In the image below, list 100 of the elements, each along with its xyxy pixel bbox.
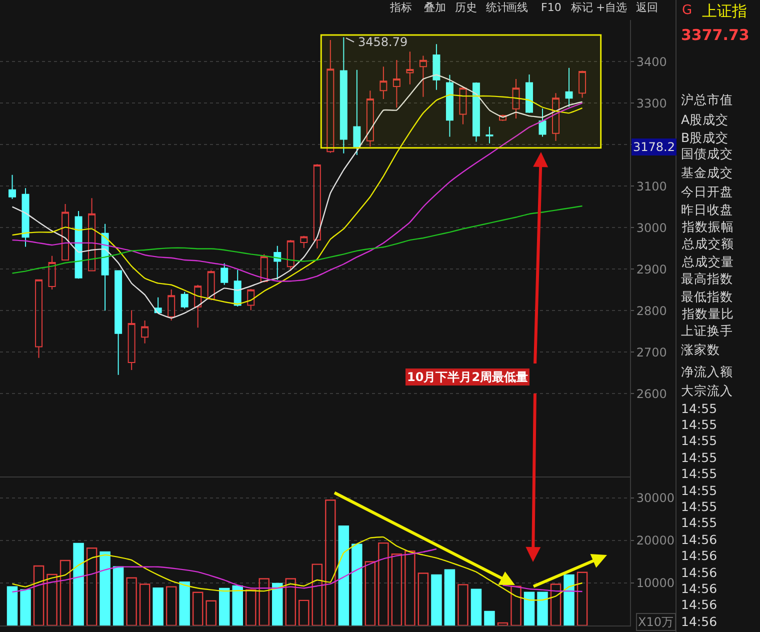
bar bbox=[285, 578, 296, 626]
text: 14:56 bbox=[681, 532, 718, 547]
bar bbox=[550, 584, 562, 626]
candlestick bbox=[168, 288, 176, 322]
text: 总成交量 bbox=[681, 254, 734, 269]
candlestick bbox=[366, 90, 374, 148]
candlestick bbox=[578, 70, 586, 98]
bar bbox=[537, 592, 548, 626]
bar bbox=[206, 600, 216, 626]
text: 净流入额 bbox=[681, 364, 733, 379]
bar bbox=[192, 592, 204, 626]
text: 沪总市值 bbox=[681, 92, 733, 107]
text: 国债成交 bbox=[681, 146, 733, 161]
candlestick bbox=[128, 310, 136, 370]
candlestick bbox=[48, 255, 56, 290]
candlestick bbox=[274, 245, 282, 280]
text: 指标 bbox=[389, 1, 412, 14]
candlestick bbox=[552, 92, 560, 142]
bar bbox=[564, 574, 574, 626]
bar bbox=[112, 566, 124, 626]
candlestick bbox=[74, 210, 82, 280]
bar bbox=[258, 578, 270, 626]
text: 画线 bbox=[506, 1, 528, 14]
bar bbox=[576, 572, 588, 626]
candlestick bbox=[326, 40, 334, 154]
text: 14:56 bbox=[681, 565, 718, 580]
candlestick bbox=[286, 240, 294, 272]
y-tick-label: 2700 bbox=[636, 345, 667, 360]
candlestick bbox=[194, 284, 202, 328]
bar bbox=[484, 610, 495, 626]
bar bbox=[431, 574, 442, 626]
text: 14:56 bbox=[681, 597, 718, 612]
bar bbox=[6, 586, 18, 626]
bar bbox=[325, 500, 336, 626]
text: 14:56 bbox=[681, 614, 718, 629]
bar bbox=[246, 589, 256, 626]
bar bbox=[179, 582, 190, 626]
candlestick bbox=[380, 66, 388, 100]
candlestick bbox=[392, 59, 400, 108]
text: 14:56 bbox=[681, 548, 718, 563]
text: A股成交 bbox=[681, 112, 729, 127]
bar bbox=[364, 561, 376, 626]
text: 14:55 bbox=[681, 515, 718, 530]
text: 14:55 bbox=[681, 483, 718, 498]
text: 3178.2 bbox=[633, 140, 675, 154]
bar bbox=[524, 592, 535, 626]
candlestick bbox=[486, 126, 494, 144]
candlestick bbox=[498, 114, 506, 122]
text: 指数振幅 bbox=[681, 219, 734, 234]
bar bbox=[378, 542, 389, 626]
candlestick bbox=[472, 82, 480, 142]
annotation: 10月下半月2周最低量 bbox=[407, 370, 528, 384]
candlestick bbox=[340, 36, 348, 154]
candlestick bbox=[180, 291, 188, 310]
candlestick bbox=[538, 108, 546, 138]
bar bbox=[232, 585, 243, 626]
bar bbox=[418, 572, 429, 626]
y-tick-label: 3400 bbox=[636, 54, 667, 69]
text: 上证指 bbox=[702, 2, 747, 20]
candlestick bbox=[22, 188, 30, 248]
bar bbox=[86, 548, 98, 626]
bar bbox=[497, 622, 508, 626]
candlestick bbox=[62, 203, 70, 260]
text: 3377.73 bbox=[681, 26, 750, 44]
bar bbox=[60, 560, 71, 626]
candlestick bbox=[406, 51, 414, 85]
bar bbox=[510, 586, 522, 626]
bar bbox=[444, 569, 456, 626]
bar bbox=[126, 577, 137, 626]
candlestick bbox=[565, 67, 573, 108]
candlestick bbox=[220, 262, 228, 286]
text: 14:55 bbox=[681, 450, 718, 465]
y-tick-label: 30000 bbox=[636, 491, 675, 506]
candlestick bbox=[300, 235, 308, 248]
y-tick-label: 3000 bbox=[636, 220, 667, 235]
bar bbox=[298, 600, 310, 626]
text: 14:55 bbox=[681, 401, 718, 416]
y-tick-label: 2900 bbox=[636, 262, 667, 276]
bar bbox=[391, 554, 402, 626]
bar bbox=[20, 589, 31, 626]
candlestick bbox=[353, 69, 361, 156]
candlestick bbox=[459, 86, 467, 125]
bar bbox=[152, 588, 164, 626]
y-tick-label: 3300 bbox=[636, 96, 667, 110]
text: 返回 bbox=[636, 1, 658, 14]
text: 14:55 bbox=[681, 433, 718, 448]
candlestick bbox=[88, 198, 96, 272]
y-tick-label: 2800 bbox=[636, 304, 667, 318]
y-tick-label: 3100 bbox=[636, 179, 667, 194]
candlestick bbox=[419, 55, 427, 98]
bar bbox=[166, 586, 177, 626]
bar bbox=[218, 588, 230, 626]
text: 基金成交 bbox=[681, 165, 733, 180]
bar bbox=[352, 544, 362, 626]
text: 统计 bbox=[486, 1, 508, 14]
bar bbox=[272, 582, 283, 626]
candlestick bbox=[432, 44, 440, 90]
bar bbox=[470, 588, 482, 626]
annotation: 3458.79 bbox=[358, 35, 408, 49]
candlestick bbox=[141, 320, 149, 344]
